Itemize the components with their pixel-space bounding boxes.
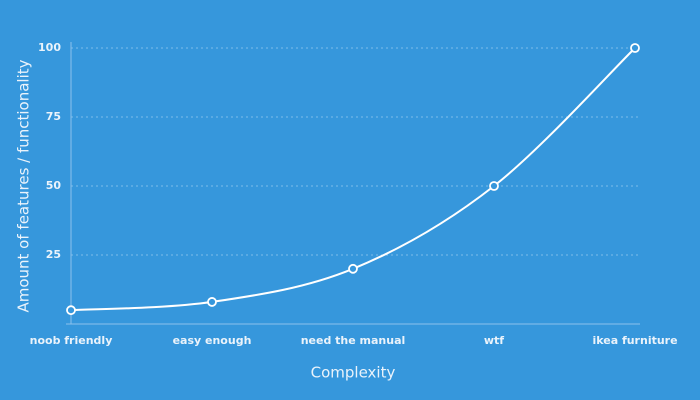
y-tick-label: 25 — [46, 248, 61, 261]
x-tick-label: ikea furniture — [592, 334, 677, 347]
point — [207, 297, 217, 307]
y-tick-label: 50 — [46, 179, 62, 192]
point — [630, 43, 640, 53]
x-tick-label: wtf — [484, 334, 504, 347]
point — [348, 263, 358, 274]
x-tick-label: easy enough — [173, 334, 252, 347]
point — [66, 305, 76, 316]
x-tick-label: need the manual — [301, 334, 406, 347]
y-tick-label: 75 — [46, 110, 61, 123]
point — [489, 181, 499, 191]
y-axis-title: Amount of features / functionality — [15, 59, 33, 312]
line — [70, 47, 636, 312]
x-axis-title: Complexity — [311, 364, 396, 382]
y-tick-label: 100 — [38, 41, 61, 54]
x-tick-label: noob friendly — [30, 334, 113, 347]
